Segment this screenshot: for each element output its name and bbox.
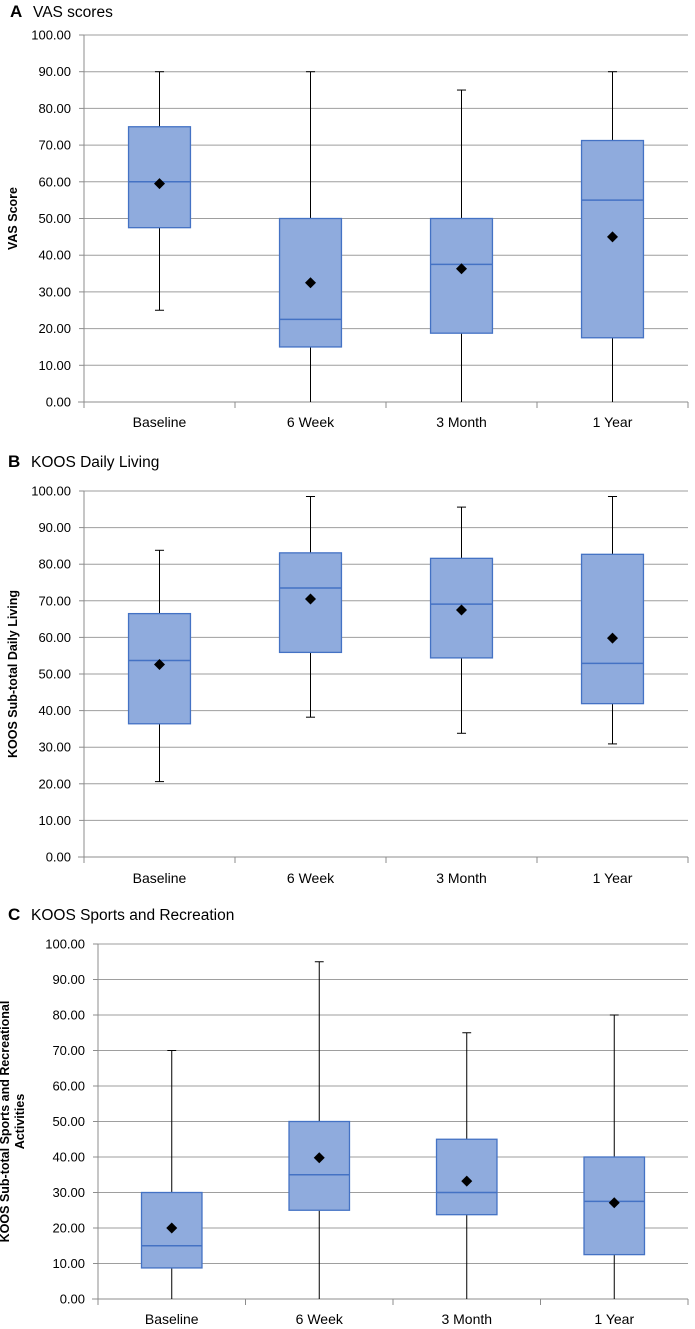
box-1-year [580,495,645,745]
mean-marker [166,1222,178,1234]
mean-marker [461,1175,473,1187]
x-category-label: Baseline [133,870,187,886]
y-axis-title-line: KOOS Sub-total Sports and Recreational [0,1001,12,1243]
y-tick-label: 30.00 [38,284,71,299]
mean-marker [313,1152,325,1164]
mean-marker [154,178,165,190]
box-6-week [278,71,343,402]
x-category-label: 3 Month [441,1311,492,1327]
y-tick-label: 70.00 [38,138,71,153]
box-1-year [583,1014,646,1299]
y-tick-label: 40.00 [52,1150,85,1165]
box-6-week [278,495,343,718]
box-1-year [580,71,645,402]
box-3-month [429,506,494,734]
y-tick-label: 70.00 [38,593,71,608]
y-tick-label: 10.00 [38,813,71,828]
box-baseline [140,1050,203,1299]
y-tick-label: 90.00 [38,520,71,535]
mean-marker [608,1197,620,1209]
x-category-label: 6 Week [287,414,335,430]
panel-title: KOOS Sports and Recreation [31,907,234,924]
y-tick-label: 60.00 [38,174,71,189]
y-tick-label: 70.00 [52,1043,85,1058]
y-tick-label: 0.00 [46,850,71,865]
y-tick-label: 80.00 [38,101,71,116]
y-axis-title-line: KOOS Sub-total Daily Living [6,590,20,758]
iqr-box [127,126,192,229]
mean-marker [456,604,467,616]
mean-marker [305,277,316,289]
y-tick-label: 40.00 [38,248,71,263]
box-baseline [127,549,192,783]
y-axis-title: KOOS Sub-total Sports and RecreationalAc… [0,1001,27,1243]
y-tick-label: 80.00 [52,1008,85,1023]
y-tick-label: 90.00 [52,972,85,987]
iqr-box [429,217,494,334]
x-category-label: Baseline [133,414,187,430]
panel-letter: B [8,452,20,471]
y-tick-label: 10.00 [38,358,71,373]
x-category-label: 1 Year [594,1311,634,1327]
x-category-label: 3 Month [436,414,487,430]
mean-marker [607,632,618,644]
y-axis-title: KOOS Sub-total Daily Living [6,590,20,758]
x-category-label: 3 Month [436,870,487,886]
y-tick-label: 40.00 [38,703,71,718]
y-tick-label: 30.00 [38,740,71,755]
y-tick-label: 100.00 [31,28,71,43]
y-tick-label: 100.00 [45,937,85,952]
box-3-month [435,1032,498,1299]
box-3-month [429,89,494,402]
mean-marker [607,231,618,243]
x-category-label: 6 Week [287,870,335,886]
chart-panel-c: C KOOS Sports and Recreation 0.00 10.00 20.0… [0,905,689,1327]
y-tick-label: 10.00 [52,1256,85,1271]
y-tick-label: 50.00 [38,667,71,682]
y-tick-label: 60.00 [52,1079,85,1094]
x-category-label: Baseline [145,1311,199,1327]
y-tick-label: 60.00 [38,630,71,645]
y-tick-label: 30.00 [52,1185,85,1200]
x-category-label: 1 Year [593,870,633,886]
y-tick-label: 50.00 [38,211,71,226]
y-tick-label: 0.00 [46,395,71,410]
y-axis-title-line: VAS Score [6,187,20,250]
y-tick-label: 20.00 [38,776,71,791]
y-axis-title: VAS Score [6,187,20,250]
y-tick-label: 80.00 [38,557,71,572]
mean-marker [305,593,316,605]
box-baseline [127,71,192,311]
y-tick-label: 90.00 [38,64,71,79]
mean-marker [154,658,165,670]
y-tick-label: 20.00 [38,321,71,336]
mean-marker [456,263,467,275]
panel-letter: A [10,2,22,21]
iqr-box [580,553,645,705]
iqr-box [288,1120,351,1211]
y-axis-title-line: Activities [13,1094,27,1150]
chart-panel-a: A VAS scores 0.00 10.00 20.00 30.00 40.00 50.00… [6,2,689,430]
chart-panel-b: B KOOS Daily Living 0.00 10.00 20.00 30.00 40.… [6,452,689,886]
box-6-week [288,961,351,1299]
y-tick-label: 50.00 [52,1114,85,1129]
y-tick-label: 20.00 [52,1221,85,1236]
x-category-label: 6 Week [296,1311,344,1327]
panel-title: KOOS Daily Living [31,454,159,471]
x-category-label: 1 Year [593,414,633,430]
y-tick-label: 100.00 [31,484,71,499]
y-tick-label: 0.00 [60,1292,85,1307]
panel-letter: C [8,905,20,924]
panel-title: VAS scores [33,4,113,21]
